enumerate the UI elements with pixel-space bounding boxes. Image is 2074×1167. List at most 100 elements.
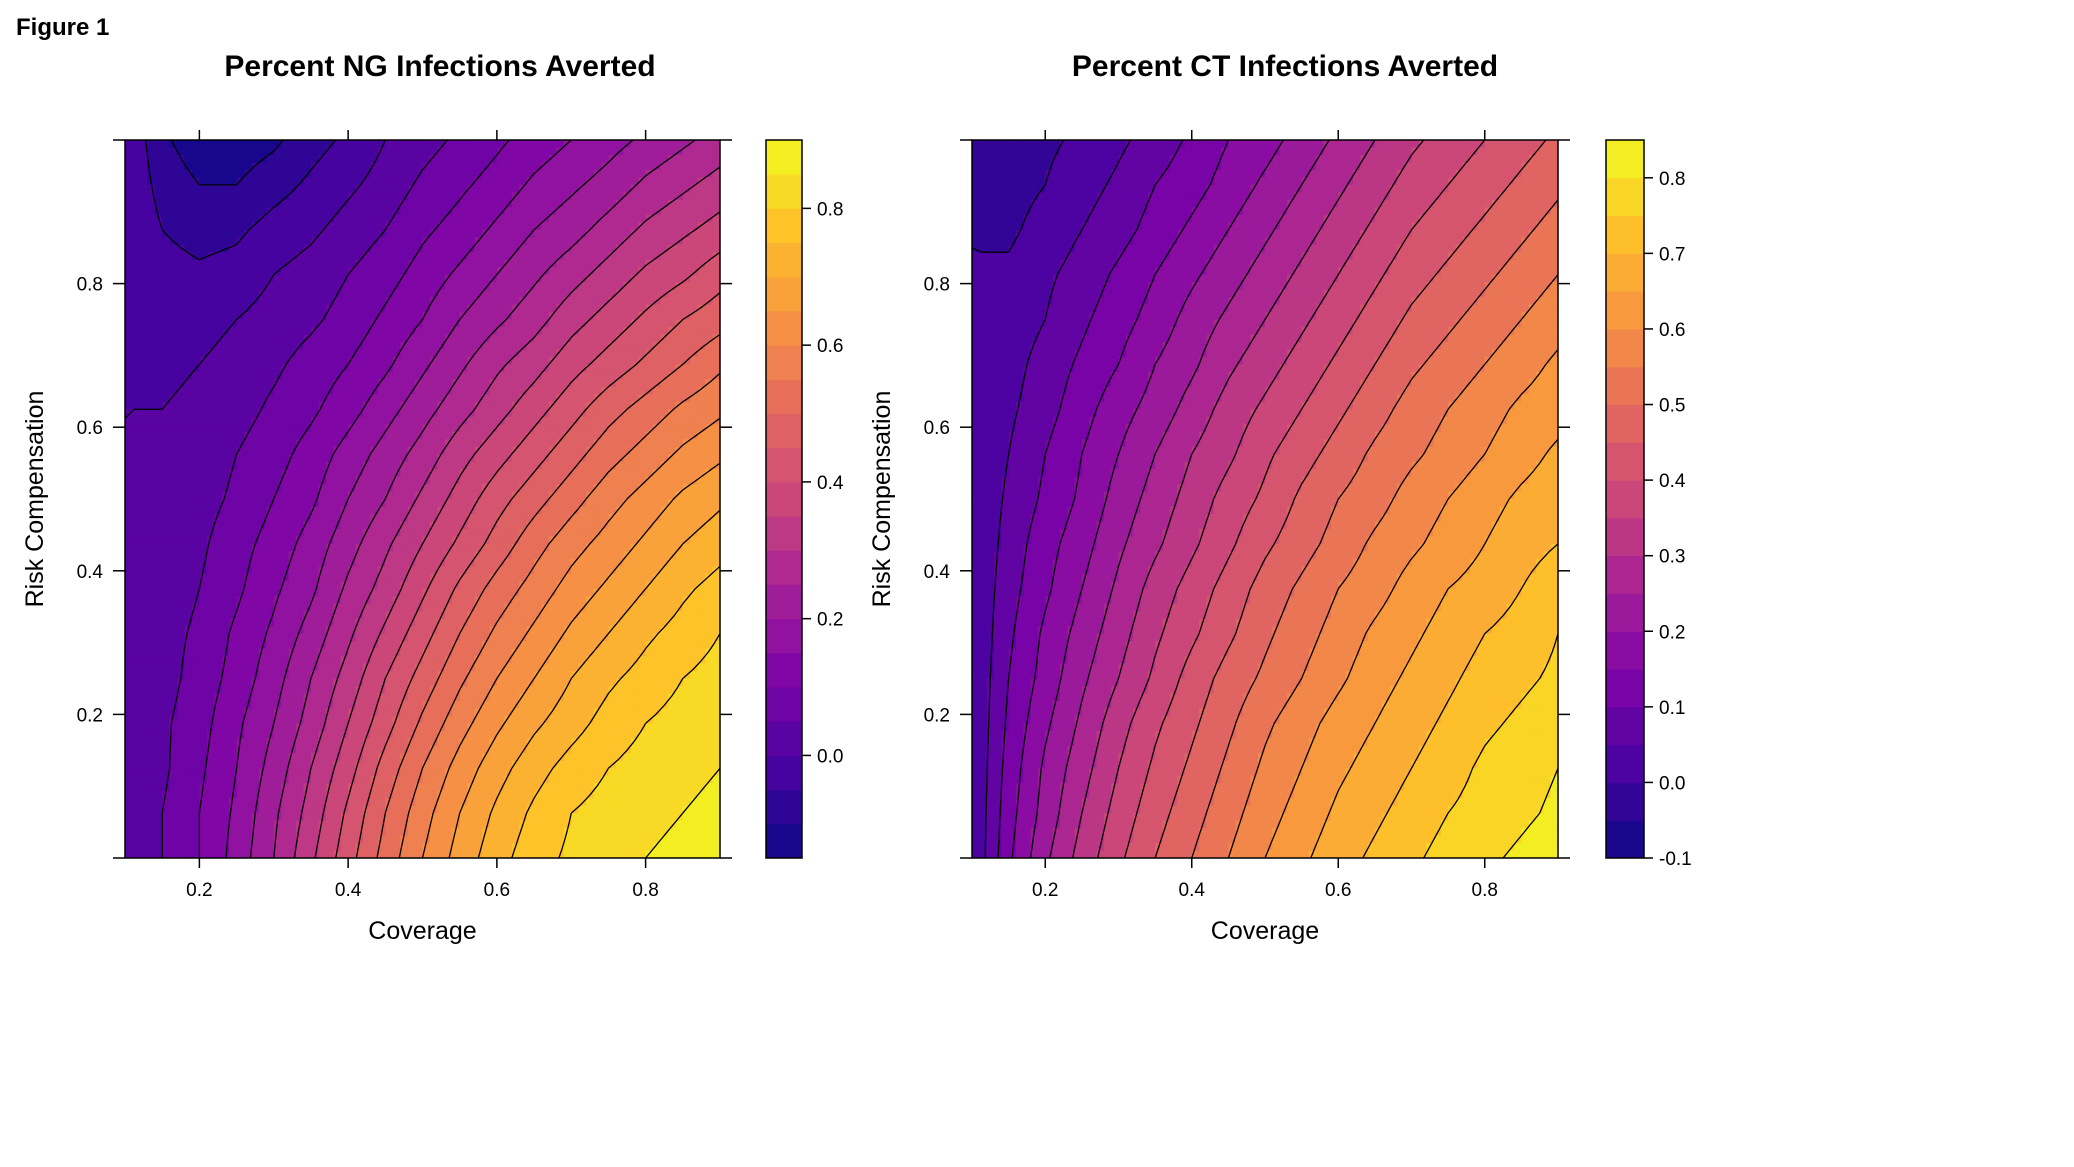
figure-label: Figure 1 bbox=[16, 14, 110, 41]
colorbar-band bbox=[766, 345, 802, 380]
contour-line bbox=[972, 140, 1065, 253]
colorbar-band bbox=[766, 276, 802, 312]
contour-line bbox=[314, 211, 720, 858]
contour-line bbox=[984, 140, 1132, 858]
y-tick-label: 0.2 bbox=[924, 705, 950, 726]
colorbar-band bbox=[766, 755, 802, 791]
y-axis-label: Risk Compensation bbox=[21, 391, 49, 608]
colorbar-band bbox=[766, 174, 802, 209]
contour-lines-ng bbox=[125, 140, 720, 858]
y-tick-label: 0.4 bbox=[924, 562, 951, 583]
colorbar-tick-label: -0.1 bbox=[1659, 849, 1692, 870]
contour-line bbox=[398, 372, 720, 858]
contour-field-ct bbox=[972, 140, 1558, 858]
contour-line bbox=[1191, 199, 1558, 858]
contour-line bbox=[125, 140, 386, 858]
colorbar-band bbox=[766, 550, 802, 585]
x-tick-label: 0.6 bbox=[484, 880, 510, 901]
contour-line bbox=[448, 462, 720, 858]
plot-frame-ct bbox=[971, 139, 1559, 859]
contour-lines-ct bbox=[972, 140, 1558, 858]
contour-line bbox=[1049, 140, 1330, 858]
axes-ct bbox=[960, 130, 1570, 868]
contour-line bbox=[273, 140, 696, 858]
contour-line bbox=[170, 140, 284, 186]
contour-line bbox=[1011, 140, 1230, 858]
contour-line bbox=[376, 333, 720, 858]
colorbar-band bbox=[1606, 291, 1644, 330]
colorbar-tick-label: 0.6 bbox=[817, 336, 843, 357]
contour-line bbox=[1362, 543, 1558, 858]
colorbar-tick-label: 0.1 bbox=[1659, 698, 1685, 719]
x-tick-label: 0.8 bbox=[632, 880, 658, 901]
colorbar-band bbox=[1606, 593, 1644, 632]
contour-line bbox=[1096, 140, 1425, 858]
contour-line bbox=[293, 166, 720, 858]
contour-line bbox=[511, 565, 720, 858]
colorbar-band bbox=[1606, 177, 1644, 217]
colorbar-band bbox=[766, 140, 802, 175]
x-tick-label: 0.4 bbox=[1179, 880, 1206, 901]
contour-line bbox=[355, 292, 720, 858]
colorbar-band bbox=[1606, 744, 1644, 783]
colorbar-tick-label: 0.3 bbox=[1659, 547, 1685, 568]
contour-chart-ct: 0.2 0.4 0.6 0.8 0.2 0.4 0.6 0.8 Coverage Risk Com… bbox=[868, 130, 1692, 945]
colorbar-band bbox=[766, 687, 802, 722]
colorbar-band bbox=[1606, 215, 1644, 254]
colorbar-band bbox=[1606, 366, 1644, 406]
colorbar-band bbox=[1606, 669, 1644, 708]
y-tick-label: 0.8 bbox=[924, 275, 950, 296]
x-tick-label: 0.2 bbox=[1032, 880, 1058, 901]
colorbar-tick-label: 0.7 bbox=[1659, 244, 1685, 265]
colorbar-tick-label: 0.6 bbox=[1659, 320, 1685, 341]
colorbar-tick-label: 0.8 bbox=[1659, 169, 1685, 190]
y-tick-label: 0.6 bbox=[924, 418, 950, 439]
colorbar-band bbox=[766, 721, 802, 756]
colorbar-band bbox=[766, 823, 802, 859]
chart-title-ct: Percent CT Infections Averted bbox=[1071, 50, 1499, 83]
colorbar-band bbox=[1606, 555, 1644, 594]
x-tick-label: 0.6 bbox=[1325, 880, 1351, 901]
contour-line bbox=[1029, 140, 1284, 858]
colorbar-band bbox=[1606, 442, 1644, 481]
colorbar-band bbox=[1606, 782, 1644, 821]
y-tick-label: 0.4 bbox=[77, 562, 104, 583]
colorbar-tick-label: 0.2 bbox=[817, 610, 843, 631]
colorbar-band bbox=[1606, 140, 1644, 179]
colorbar-band bbox=[766, 584, 802, 620]
colorbar-band bbox=[766, 447, 802, 483]
chart-title-ng: Percent NG Infections Averted bbox=[224, 50, 656, 83]
contour-line bbox=[421, 417, 720, 858]
contour-line bbox=[1264, 348, 1558, 858]
colorbar-band bbox=[766, 310, 802, 346]
x-tick-label: 0.4 bbox=[335, 880, 362, 901]
contour-line bbox=[1123, 140, 1486, 858]
colorbar-band bbox=[1606, 480, 1644, 519]
y-axis-label: Risk Compensation bbox=[868, 391, 896, 608]
contour-line bbox=[1154, 140, 1547, 858]
colorbar-band bbox=[766, 652, 802, 688]
colorbar-tick-label: 0.2 bbox=[1659, 622, 1685, 643]
colorbar-tick-label: 0.0 bbox=[817, 746, 843, 767]
contour-line bbox=[1072, 140, 1376, 858]
contour-line bbox=[225, 140, 572, 858]
y-tick-label: 0.8 bbox=[77, 275, 103, 296]
contour-chart-ng: 0.2 0.4 0.6 0.8 0.2 0.4 0.6 0.8 Coverage Risk Com… bbox=[21, 130, 844, 945]
x-tick-label: 0.8 bbox=[1472, 880, 1498, 901]
y-tick-label: 0.2 bbox=[77, 705, 103, 726]
contour-line bbox=[198, 140, 510, 858]
colorbar-band bbox=[766, 516, 802, 551]
colorbar-band bbox=[1606, 706, 1644, 746]
colorbar-ct: -0.1 0.0 0.1 0.2 0.3 0.4 0.5 0.6 0.7 0.8 bbox=[1605, 139, 1692, 870]
colorbar-tick-label: 0.4 bbox=[1659, 471, 1686, 492]
colorbar-band bbox=[766, 379, 802, 415]
colorbar-band bbox=[766, 618, 802, 654]
contour-line bbox=[997, 140, 1184, 858]
colorbar-band bbox=[766, 208, 802, 244]
contour-line bbox=[1423, 633, 1558, 858]
contour-line bbox=[1502, 768, 1558, 858]
colorbar-frame bbox=[765, 139, 803, 859]
x-tick-label: 0.2 bbox=[186, 880, 212, 901]
y-tick-label: 0.6 bbox=[77, 418, 103, 439]
contour-line bbox=[145, 140, 337, 261]
